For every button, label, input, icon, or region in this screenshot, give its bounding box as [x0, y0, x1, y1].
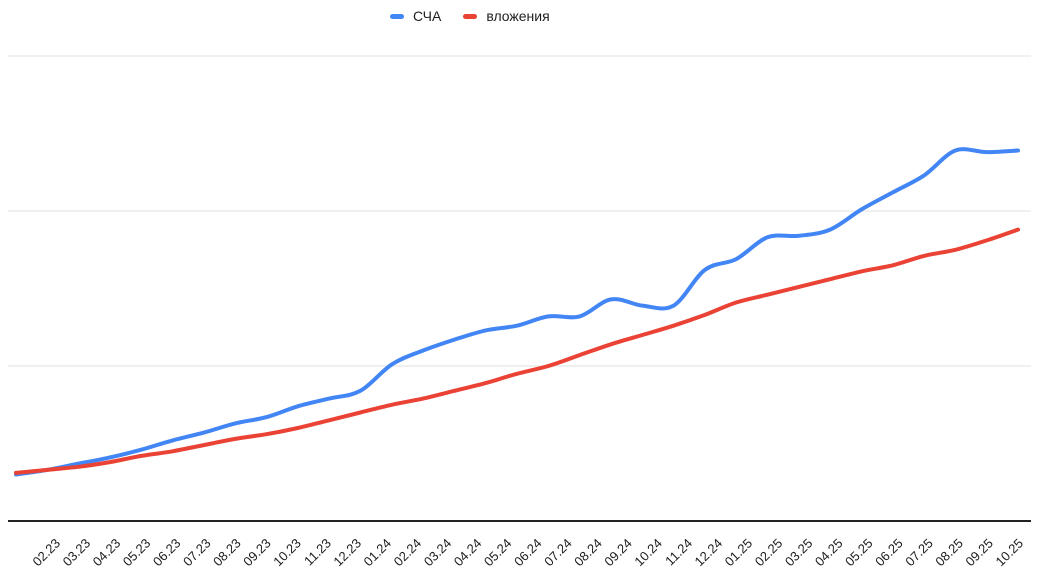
x-axis-label: 04.24	[451, 536, 485, 570]
x-axis-label: 06.24	[511, 536, 545, 570]
chart-legend: СЧА вложения	[390, 6, 550, 26]
x-axis-label: 03.25	[782, 536, 816, 570]
x-axis-label: 10.25	[993, 536, 1027, 570]
x-axis-label: 07.25	[902, 536, 936, 570]
x-axis-label: 08.24	[571, 536, 605, 570]
legend-item-scha[interactable]: СЧА	[390, 6, 441, 26]
legend-label-scha: СЧА	[413, 8, 442, 24]
x-axis-label: 10.23	[270, 536, 304, 570]
x-axis-label: 02.25	[752, 536, 786, 570]
x-axis-label: 06.23	[150, 536, 184, 570]
x-axis-label: 10.24	[631, 536, 665, 570]
legend-item-vlozheniya[interactable]: вложения	[463, 6, 550, 26]
legend-label-vlozheniya: вложения	[486, 8, 550, 24]
legend-swatch-scha	[390, 13, 404, 19]
x-axis-label: 05.23	[120, 536, 154, 570]
x-axis-label: 04.25	[812, 536, 846, 570]
x-axis-label: 09.23	[240, 536, 274, 570]
x-axis-label: 06.25	[872, 536, 906, 570]
x-axis-label: 09.24	[601, 536, 635, 570]
x-axis-label: 02.23	[30, 536, 64, 570]
x-axis-label: 07.23	[180, 536, 214, 570]
x-axis-label: 11.24	[662, 536, 695, 569]
series-line-0	[14, 147, 1020, 477]
x-axis-label: 02.24	[391, 536, 425, 570]
x-axis-label: 08.23	[210, 536, 244, 570]
x-axis-label: 09.25	[962, 536, 996, 570]
legend-swatch-vlozheniya	[463, 13, 478, 19]
x-axis-label: 01.24	[361, 536, 395, 570]
x-axis-label: 05.25	[842, 536, 876, 570]
x-axis-label: 08.25	[932, 536, 966, 570]
x-axis-label: 11.23	[301, 536, 334, 569]
x-axis-label: 12.24	[692, 536, 726, 570]
x-axis-label: 03.24	[421, 536, 455, 570]
x-axis-label: 05.24	[481, 536, 515, 570]
x-axis-label: 12.23	[330, 536, 364, 570]
series-line-1	[14, 227, 1020, 475]
x-axis-label: 07.24	[541, 536, 575, 570]
x-axis-label: 03.23	[60, 536, 94, 570]
x-axis-label: 04.23	[90, 536, 124, 570]
x-axis-label: 01.25	[722, 536, 756, 570]
